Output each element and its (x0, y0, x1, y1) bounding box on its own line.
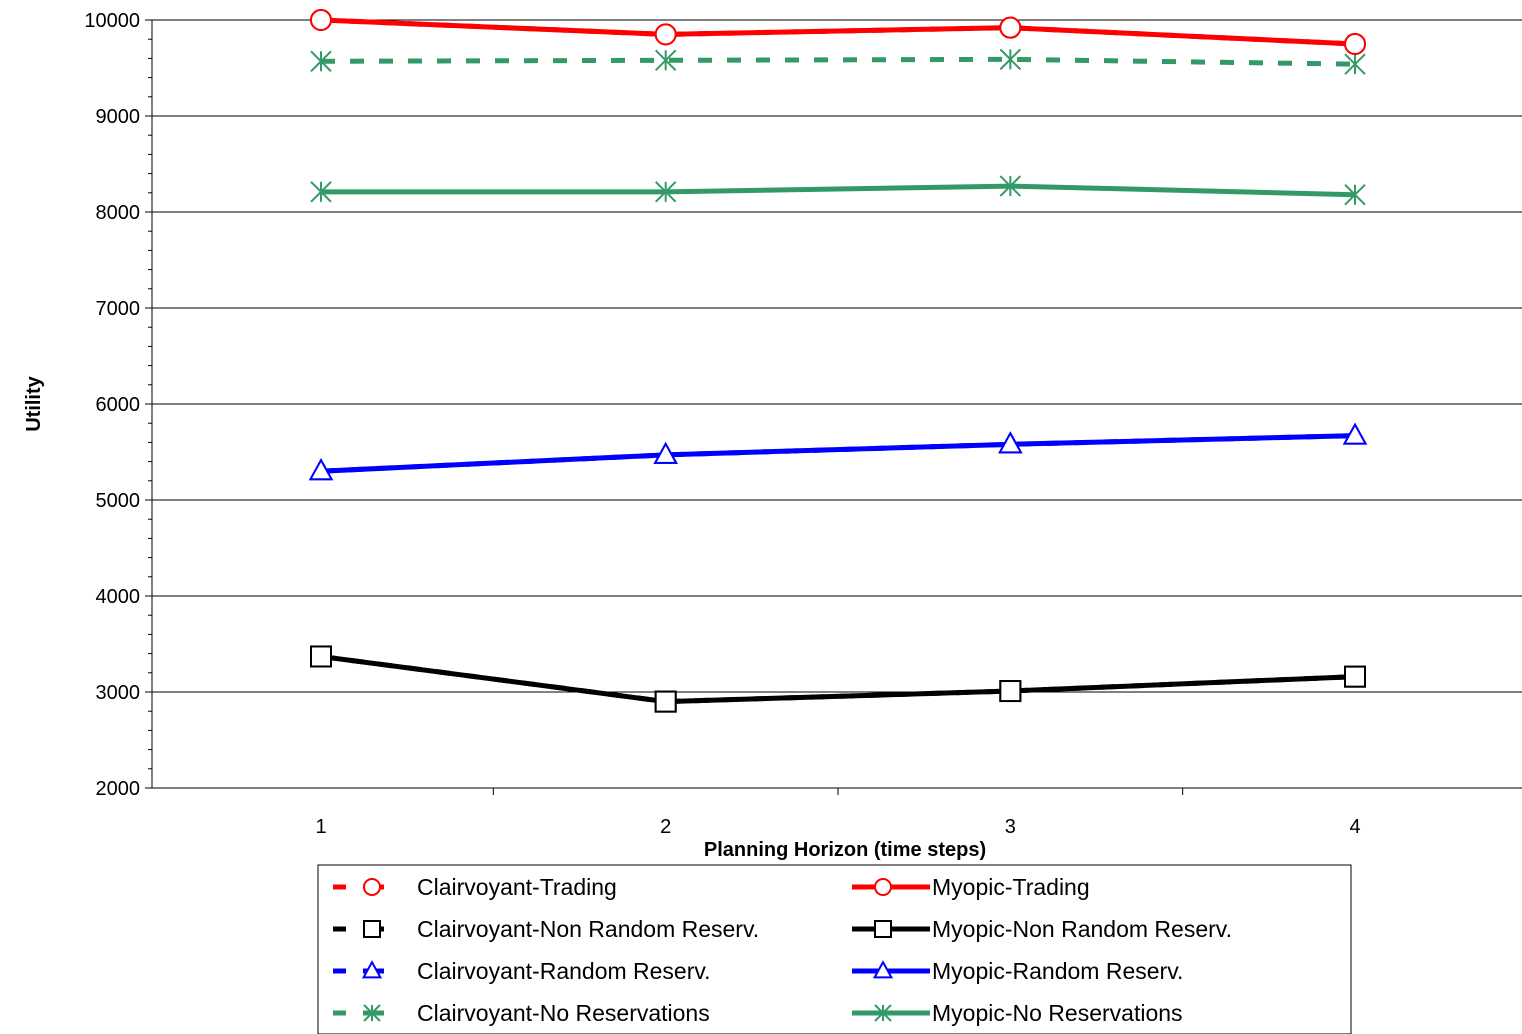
data-point-circle (654, 23, 677, 46)
x-tick-label: 2 (660, 816, 671, 838)
x-axis-title: Planning Horizon (time steps) (704, 839, 986, 861)
data-point-star (1344, 184, 1366, 206)
series-line-clairvoyant-no-reservations (320, 56, 1356, 67)
star-stroke (999, 48, 1022, 71)
x-tick-label: 1 (315, 816, 326, 838)
star-stroke (310, 181, 332, 203)
legend-label: Clairvoyant-No Reservations (417, 1000, 710, 1026)
legend-label: Clairvoyant-Random Reserv. (417, 958, 711, 984)
star-stroke (1344, 53, 1366, 75)
axes: 2000 3000 4000 5000 6000 7000 8000 9000 10000 1 2 3… (84, 10, 1522, 838)
y-axis-title: Utility (23, 375, 45, 431)
data-point-triangle (998, 431, 1023, 454)
data-point-star (654, 49, 677, 72)
x-tick-label: 4 (1349, 816, 1360, 838)
legend-swatch-marker (874, 1004, 892, 1022)
legend-label: Myopic-Random Reserv. (932, 958, 1183, 984)
data-point-square (654, 690, 677, 713)
star-stroke (654, 49, 677, 72)
legend-label: Clairvoyant-Non Random Reserv. (417, 916, 759, 942)
data-point-circle (1344, 33, 1367, 55)
data-point-star (310, 181, 332, 203)
data-point-circle (310, 9, 332, 31)
y-tick-label: 5000 (96, 490, 141, 512)
y-tick-label: 10000 (84, 10, 140, 32)
y-tick-label: 9000 (96, 106, 141, 128)
legend-label: Myopic-No Reservations (932, 1000, 1183, 1026)
legend-swatch-marker (361, 960, 383, 979)
y-tick-label: 2000 (96, 778, 141, 800)
y-tick-label: 8000 (96, 202, 141, 224)
data-point-star (1344, 53, 1366, 75)
y-tick-label: 7000 (96, 298, 141, 320)
legend-swatch-marker (872, 960, 894, 979)
star-stroke (999, 175, 1022, 197)
x-tick-label: 3 (1005, 816, 1016, 838)
series-line-myopic-no-reservations (321, 183, 1356, 198)
legend-swatch-marker (363, 878, 381, 896)
data-point-circle (999, 16, 1022, 39)
star-stroke (1344, 184, 1366, 206)
data-point-triangle (653, 441, 678, 464)
series-markers (308, 9, 1368, 713)
star-stroke (363, 1004, 381, 1022)
data-point-square (999, 680, 1022, 703)
series-line-myopic-non-random-reserv- (320, 654, 1356, 705)
star-stroke (310, 50, 332, 72)
y-tick-label: 3000 (96, 682, 141, 704)
data-point-star (310, 50, 332, 72)
series-line-myopic-random-reserv- (320, 433, 1356, 474)
y-tick-label: 4000 (96, 586, 141, 608)
legend-label: Myopic-Non Random Reserv. (932, 916, 1232, 942)
star-stroke (874, 1004, 892, 1022)
data-point-star (999, 48, 1022, 71)
legend-swatch-marker (363, 1004, 381, 1022)
star-stroke (654, 181, 677, 203)
legend-box (317, 864, 1352, 1034)
legend-swatch-marker (363, 920, 381, 938)
legend-swatch-marker (874, 920, 892, 938)
y-tick-label: 6000 (96, 394, 141, 416)
legend-swatch-marker (874, 878, 892, 896)
grid-lines (152, 19, 1522, 693)
legend-label: Clairvoyant-Trading (417, 874, 617, 900)
legend: Clairvoyant-Trading Clairvoyant-Non Rando… (317, 864, 1352, 1034)
data-point-square (1344, 665, 1367, 688)
data-point-triangle (1342, 422, 1368, 445)
data-point-star (999, 175, 1022, 197)
series-line-myopic-trading (320, 17, 1356, 47)
legend-label: Myopic-Trading (932, 874, 1090, 900)
data-point-star (654, 181, 677, 203)
series-lines (320, 17, 1356, 705)
data-point-square (310, 645, 332, 668)
data-point-triangle (308, 458, 334, 481)
